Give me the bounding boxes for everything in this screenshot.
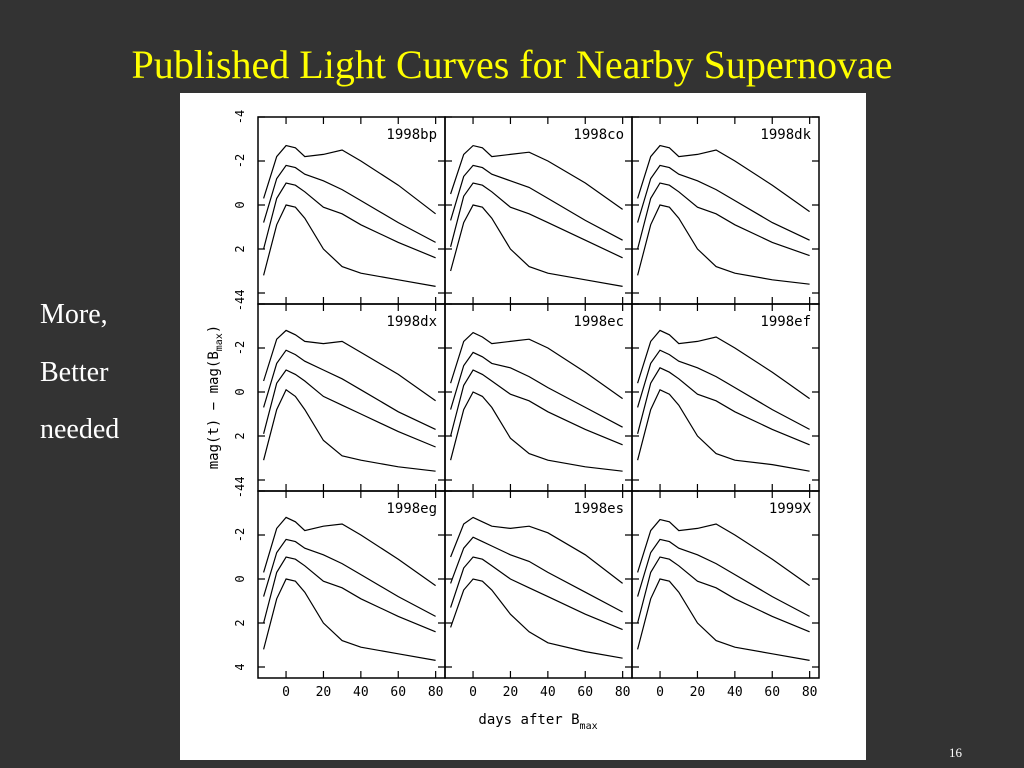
x-tick-label: 40 — [540, 685, 556, 700]
light-curve — [637, 518, 810, 587]
light-curve — [263, 144, 436, 215]
light-curve — [637, 578, 810, 661]
panel-title: 1998ef — [760, 314, 811, 330]
light-curve — [450, 391, 623, 472]
light-curve — [263, 578, 436, 661]
sidebar-line: Better — [40, 357, 109, 388]
light-curve — [637, 144, 810, 213]
y-tick-label: 4 — [233, 289, 247, 296]
slide-title: Published Light Curves for Nearby Supern… — [132, 42, 893, 87]
panel-title: 1998ec — [573, 314, 624, 330]
y-tick-label: 4 — [233, 663, 247, 670]
panel-title: 1999X — [769, 501, 812, 517]
light-curve — [637, 164, 810, 241]
y-tick-label: 2 — [233, 619, 247, 626]
light-curve — [263, 329, 436, 402]
panel-frame — [631, 490, 820, 679]
light-curve — [637, 556, 810, 633]
panel-title: 1998eg — [386, 501, 437, 517]
figure-background — [180, 93, 866, 760]
light-curve — [450, 351, 623, 428]
light-curve — [263, 516, 436, 587]
light-curve — [263, 556, 436, 633]
panel-title: 1998dk — [760, 127, 811, 143]
y-tick-label: 0 — [233, 575, 247, 582]
y-axis-label: mag(t) − mag(Bmax) — [206, 325, 225, 470]
light-curve — [450, 578, 623, 659]
x-tick-label: 20 — [690, 685, 706, 700]
y-axis-label-part: mag(t) − mag(B — [206, 351, 222, 469]
panel-title: 1998co — [573, 127, 624, 143]
y-tick-label: 4 — [233, 476, 247, 483]
light-curve — [637, 349, 810, 430]
sidebar-line: needed — [40, 414, 119, 445]
x-tick-label: 0 — [656, 685, 664, 700]
light-curve — [263, 349, 436, 430]
light-curve — [263, 369, 436, 448]
light-curve — [450, 556, 623, 631]
x-tick-label: 0 — [282, 685, 290, 700]
x-tick-label: 60 — [577, 685, 593, 700]
light-curve — [637, 329, 810, 400]
panel-title: 1998es — [573, 501, 624, 517]
light-curve — [450, 144, 623, 210]
light-curve — [263, 538, 436, 617]
light-curve — [450, 369, 623, 446]
light-curve — [450, 331, 623, 400]
light-curve — [263, 388, 436, 472]
x-tick-label: 80 — [615, 685, 631, 700]
x-axis-label: days after Bmax — [478, 712, 597, 732]
light-curve — [637, 182, 810, 257]
sidebar-line: More, — [40, 299, 108, 330]
light-curve — [263, 204, 436, 287]
light-curve — [637, 204, 810, 285]
x-tick-label: 60 — [390, 685, 406, 700]
x-tick-label: 0 — [469, 685, 477, 700]
x-axis-label-sub: max — [580, 721, 598, 732]
y-tick-label: 2 — [233, 432, 247, 439]
y-tick-label: 2 — [233, 245, 247, 252]
x-tick-label: 80 — [802, 685, 818, 700]
panel-title: 1998dx — [386, 314, 437, 330]
x-tick-label: 20 — [503, 685, 519, 700]
y-tick-label: -4 — [233, 297, 247, 311]
light-curve — [450, 164, 623, 241]
x-tick-label: 60 — [764, 685, 780, 700]
y-tick-label: 0 — [233, 201, 247, 208]
light-curve — [637, 538, 810, 617]
y-tick-label: -4 — [233, 484, 247, 498]
light-curve — [450, 536, 623, 613]
y-axis-label-sub: max — [214, 333, 225, 351]
y-tick-label: 0 — [233, 388, 247, 395]
y-tick-label: -2 — [233, 528, 247, 542]
x-tick-label: 40 — [727, 685, 743, 700]
light-curve — [263, 182, 436, 259]
panel-title: 1998bp — [386, 127, 437, 143]
y-tick-label: -2 — [233, 341, 247, 355]
x-tick-label: 20 — [316, 685, 332, 700]
x-tick-label: 40 — [353, 685, 369, 700]
light-curve — [450, 516, 623, 584]
x-axis-label-part: days after B — [478, 712, 579, 728]
light-curve — [637, 389, 810, 472]
y-tick-label: -2 — [233, 154, 247, 168]
light-curve — [450, 182, 623, 259]
y-tick-label: -4 — [233, 110, 247, 124]
y-axis-label-part: ) — [206, 325, 222, 333]
light-curve — [637, 367, 810, 446]
light-curve — [450, 204, 623, 287]
page-number: 16 — [949, 745, 963, 760]
light-curve — [263, 164, 436, 243]
x-tick-label: 80 — [428, 685, 444, 700]
